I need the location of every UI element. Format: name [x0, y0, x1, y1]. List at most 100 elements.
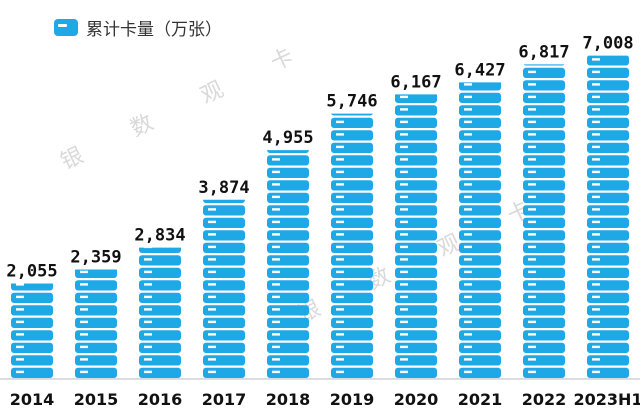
- card-chip-mark: [464, 158, 472, 161]
- card-chip-mark: [16, 358, 24, 361]
- card-chip-mark: [16, 308, 24, 311]
- value-label: 7,008: [582, 34, 633, 54]
- card-slab: [267, 342, 309, 353]
- card-slab: [331, 355, 373, 366]
- card-slab: [459, 205, 501, 216]
- card-slab: [459, 355, 501, 366]
- card-chip-mark: [80, 308, 88, 311]
- card-chip-mark: [208, 270, 216, 274]
- card-slab: [331, 280, 373, 291]
- card-slab: [459, 155, 501, 166]
- card-slab: [523, 305, 565, 316]
- card-slab: [395, 167, 437, 178]
- card-slab: [395, 205, 437, 216]
- card-chip-mark: [336, 245, 344, 249]
- card-chip-mark: [80, 320, 88, 324]
- bar: [203, 199, 245, 378]
- card-chip-mark: [464, 145, 472, 149]
- card-chip-mark: [592, 308, 600, 311]
- card-slab: [267, 205, 309, 216]
- card-slab: [267, 305, 309, 316]
- card-chip-mark: [336, 295, 344, 299]
- bar: [331, 113, 373, 378]
- card-chip-mark: [592, 83, 600, 86]
- card-slab: [331, 342, 373, 353]
- card-slab: [331, 117, 373, 128]
- card-slab: [203, 217, 245, 228]
- x-tick-label: 2021: [458, 390, 503, 409]
- x-tick-label: 2022: [522, 390, 567, 409]
- card-chip-mark: [464, 83, 472, 86]
- card-slab: [523, 192, 565, 203]
- card-slab: [267, 242, 309, 253]
- card-chip-mark: [464, 345, 472, 349]
- card-slab: [459, 280, 501, 291]
- card-chip-mark: [528, 220, 536, 224]
- card-chip-mark: [272, 170, 280, 174]
- card-chip-mark: [464, 195, 472, 199]
- card-slab: [523, 255, 565, 266]
- card-slab: [523, 280, 565, 291]
- card-chip-mark: [144, 370, 152, 374]
- card-slab: [523, 117, 565, 128]
- card-chip-mark: [400, 283, 408, 286]
- card-chip-mark: [592, 320, 600, 324]
- card-chip-mark: [592, 133, 600, 136]
- card-slab: [523, 64, 565, 66]
- card-slab: [395, 192, 437, 203]
- card-slab: [587, 155, 629, 166]
- card-slab: [75, 280, 117, 291]
- card-slab: [203, 242, 245, 253]
- card-chip-mark: [464, 258, 472, 261]
- card-slab: [331, 317, 373, 328]
- card-slab: [587, 330, 629, 341]
- card-slab: [395, 105, 437, 116]
- card-chip-mark: [336, 358, 344, 361]
- bar: [587, 55, 629, 378]
- card-chip-mark: [208, 233, 216, 236]
- card-chip-mark: [144, 283, 152, 286]
- card-chip-mark: [336, 345, 344, 349]
- card-slab: [395, 255, 437, 266]
- x-tick-label: 2017: [202, 390, 247, 409]
- card-slab: [267, 180, 309, 191]
- card-chip-mark: [208, 208, 216, 211]
- card-slab: [203, 267, 245, 278]
- card-slab: [75, 342, 117, 353]
- x-tick-label: 2014: [10, 390, 55, 409]
- card-slab: [587, 305, 629, 316]
- card-chip-mark: [336, 220, 344, 224]
- x-tick-label: 2016: [138, 390, 183, 409]
- card-chip-mark: [336, 258, 344, 261]
- card-slab: [203, 199, 245, 203]
- card-chip-mark: [400, 108, 408, 111]
- card-chip-mark: [400, 145, 408, 149]
- card-chip-mark: [208, 345, 216, 349]
- card-slab: [203, 330, 245, 341]
- card-chip-mark: [528, 95, 536, 99]
- card-chip-mark: [272, 345, 280, 349]
- card-chip-mark: [400, 220, 408, 224]
- card-slab: [459, 167, 501, 178]
- card-chip-mark: [272, 295, 280, 299]
- card-chip-mark: [592, 170, 600, 174]
- card-slab: [11, 342, 53, 353]
- card-slab: [267, 155, 309, 166]
- card-chip-mark: [208, 295, 216, 299]
- card-chip-mark: [336, 320, 344, 324]
- card-chip-mark: [592, 95, 600, 99]
- card-chip-mark: [400, 345, 408, 349]
- card-chip-mark: [528, 195, 536, 199]
- card-slab: [459, 92, 501, 103]
- card-chip-mark: [592, 270, 600, 274]
- card-chip-mark: [528, 208, 536, 211]
- card-chip-mark: [464, 233, 472, 236]
- card-chip-mark: [592, 220, 600, 224]
- card-chip-mark: [592, 120, 600, 124]
- card-slab: [523, 130, 565, 141]
- card-chip-mark: [336, 208, 344, 211]
- card-slab: [587, 280, 629, 291]
- card-chip-mark: [144, 270, 152, 274]
- card-chip-mark: [592, 333, 600, 336]
